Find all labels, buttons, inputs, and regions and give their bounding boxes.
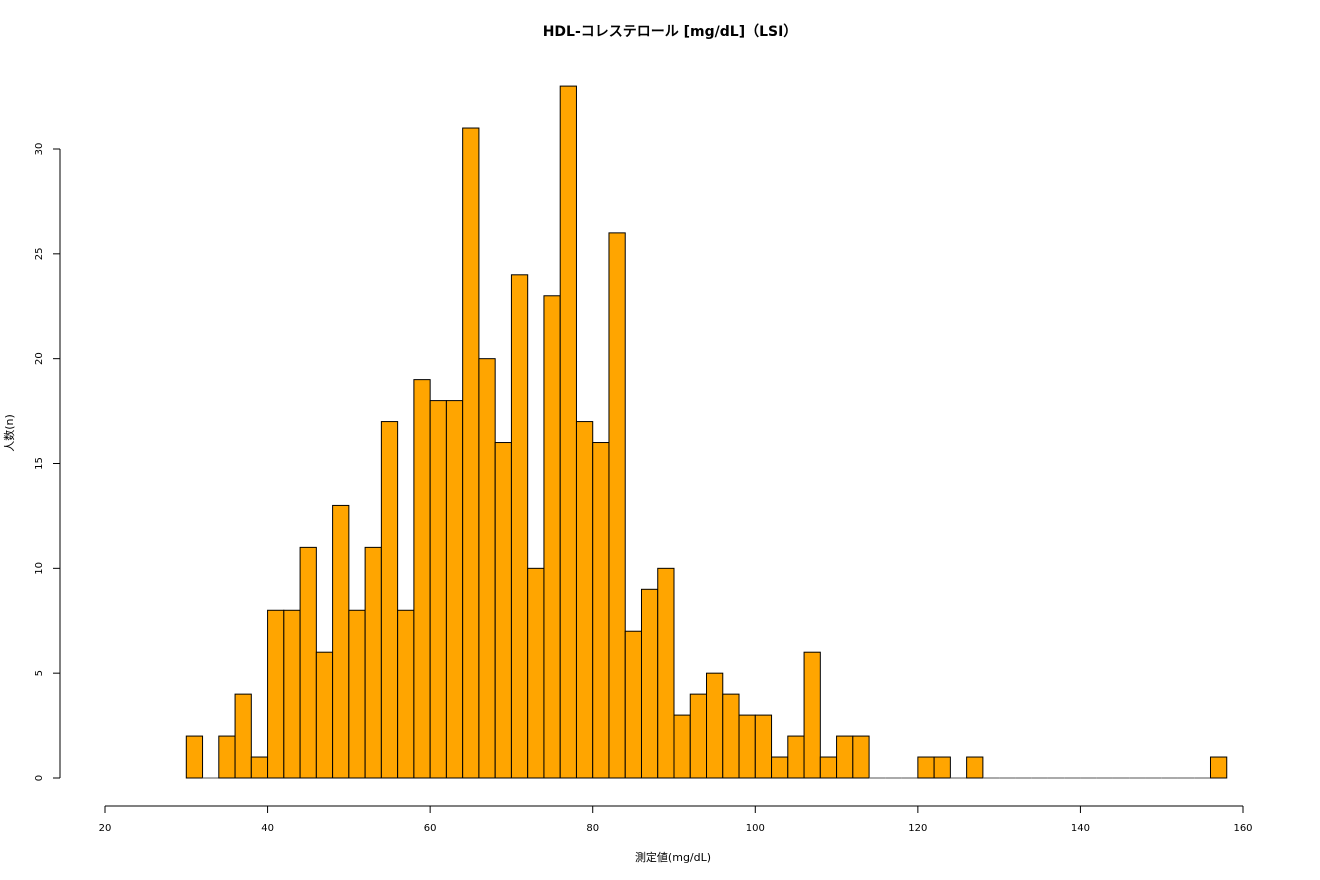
x-tick-label: 100 [746, 823, 765, 834]
histogram-bar [852, 735, 870, 779]
x-tick-label: 160 [1233, 823, 1252, 834]
histogram-bar [722, 693, 740, 779]
histogram-bar [706, 672, 724, 779]
histogram-bar [364, 546, 382, 779]
y-tick-label: 30 [34, 143, 45, 156]
histogram-bar [462, 127, 480, 779]
histogram-bar [267, 609, 285, 779]
histogram-bar [966, 756, 984, 779]
histogram-bar [380, 421, 399, 779]
histogram-bar [250, 756, 269, 779]
histogram-bar [803, 651, 821, 779]
histogram-bar [185, 735, 204, 779]
histogram-bar [413, 379, 431, 779]
histogram-bar [575, 421, 594, 779]
histogram-bar [299, 546, 317, 779]
histogram-bar [429, 400, 447, 779]
histogram-bar [608, 232, 626, 779]
histogram-bar [624, 630, 642, 779]
y-tick-label: 25 [34, 247, 45, 260]
y-tick-label: 5 [34, 670, 45, 676]
y-tick-label: 0 [34, 775, 45, 781]
histogram-bar [445, 400, 464, 779]
y-axis: 0 5 10 15 20 25 30 [34, 143, 61, 781]
histogram-bar [787, 735, 805, 779]
bars-group [185, 85, 1228, 779]
histogram-bar [836, 735, 854, 779]
x-axis-label: 測定値(mg/dL) [635, 850, 711, 864]
y-tick-label: 15 [34, 457, 45, 470]
histogram-bar [332, 504, 350, 779]
y-tick-label: 20 [34, 352, 45, 365]
histogram-bar [592, 442, 610, 779]
histogram-bar [543, 295, 561, 779]
x-tick-label: 40 [261, 823, 274, 834]
x-axis: 20 40 60 80 100 120 140 160 [99, 805, 1253, 834]
histogram-bar [218, 735, 236, 779]
histogram-bar [315, 651, 334, 779]
y-tick-label: 10 [34, 562, 45, 575]
chart-title: HDL-コレステロール [mg/dL]（LSI） [543, 24, 798, 40]
histogram-bar [283, 609, 301, 779]
x-tick-label: 120 [908, 823, 927, 834]
histogram-bar [917, 756, 935, 779]
histogram-bar [771, 756, 789, 779]
histogram-bar [754, 714, 773, 779]
x-tick-label: 60 [424, 823, 437, 834]
histogram-bar [689, 693, 708, 779]
histogram-bar [397, 609, 415, 779]
histogram-bar [527, 567, 545, 779]
x-tick-label: 20 [99, 823, 112, 834]
histogram-bar [559, 85, 577, 779]
histogram-bar [819, 756, 838, 779]
histogram-bar [1209, 756, 1228, 779]
histogram-bar [673, 714, 691, 779]
histogram-bar [478, 358, 496, 779]
histogram-bar [657, 567, 675, 779]
histogram-bar [348, 609, 366, 779]
histogram-bar [494, 442, 512, 779]
x-tick-label: 80 [586, 823, 599, 834]
histogram-bar [234, 693, 252, 779]
histogram-bar [510, 274, 529, 779]
histogram-bar [738, 714, 756, 779]
x-tick-label: 140 [1071, 823, 1090, 834]
histogram-bar [933, 756, 951, 779]
y-axis-label: 人数(n) [3, 414, 16, 452]
histogram-bar [640, 588, 659, 779]
